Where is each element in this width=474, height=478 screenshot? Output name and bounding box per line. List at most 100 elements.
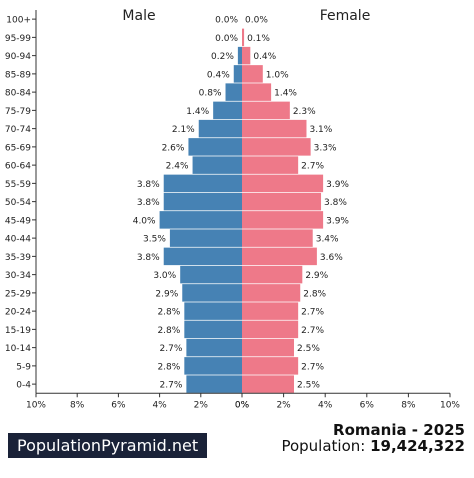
age-group-label: 75-79 — [5, 107, 31, 117]
female-value-label: 0.0% — [245, 16, 268, 26]
female-header: Female — [320, 8, 371, 24]
female-bar — [242, 156, 299, 174]
female-bar — [242, 284, 301, 302]
male-bar — [186, 375, 242, 393]
female-value-label: 3.4% — [316, 235, 339, 245]
male-bar — [159, 211, 242, 229]
female-bar — [242, 46, 251, 65]
male-value-label: 0.8% — [199, 89, 222, 99]
x-tick-label: 8% — [70, 400, 85, 410]
age-group-label: 5-9 — [16, 362, 31, 372]
female-bar — [242, 229, 313, 247]
male-value-label: 2.1% — [172, 125, 195, 135]
female-bar — [242, 28, 245, 47]
age-group-label: 20-24 — [5, 308, 31, 318]
male-value-label: 3.8% — [137, 198, 160, 208]
male-bar — [213, 101, 242, 120]
age-group-label: 35-39 — [5, 253, 31, 263]
female-bar — [242, 119, 307, 138]
male-value-label: 3.0% — [153, 271, 176, 281]
age-group-label: 40-44 — [5, 235, 31, 245]
female-value-label: 3.9% — [326, 180, 349, 190]
female-bar — [242, 265, 303, 284]
x-tick-label: 2% — [194, 400, 209, 410]
x-tick-label: 6% — [360, 400, 375, 410]
x-tick-label: 4% — [152, 400, 167, 410]
male-value-label: 2.9% — [155, 289, 178, 299]
age-group-label: 90-94 — [5, 52, 31, 62]
brand-logo[interactable]: PopulationPyramid.net — [8, 433, 208, 458]
male-bar — [186, 338, 242, 357]
age-group-label: 45-49 — [5, 216, 31, 226]
male-value-label: 2.7% — [160, 344, 183, 354]
male-bar — [233, 65, 242, 83]
age-group-label: 85-89 — [5, 70, 31, 80]
male-bar — [163, 192, 242, 211]
male-value-label: 2.8% — [157, 326, 180, 336]
male-value-label: 3.8% — [137, 253, 160, 263]
age-group-label: 65-69 — [5, 143, 31, 153]
age-group-label: 70-74 — [5, 125, 31, 135]
female-value-label: 2.5% — [297, 381, 320, 391]
female-bar — [242, 247, 317, 266]
x-tick-label: 6% — [111, 400, 126, 410]
male-value-label: 2.8% — [157, 362, 180, 372]
x-tick-label: 10% — [440, 400, 460, 410]
male-bar — [184, 320, 242, 339]
female-bar — [242, 338, 294, 357]
female-value-label: 3.1% — [309, 125, 332, 135]
male-bar — [225, 83, 242, 101]
male-bar — [182, 284, 242, 302]
male-value-label: 0.0% — [215, 34, 238, 44]
age-group-label: 30-34 — [5, 271, 31, 281]
female-value-label: 2.5% — [297, 344, 320, 354]
age-group-label: 100+ — [6, 16, 31, 26]
male-value-label: 2.7% — [160, 381, 183, 391]
age-group-label: 50-54 — [5, 198, 31, 208]
female-bar — [242, 65, 263, 83]
age-group-label: 95-99 — [5, 34, 31, 44]
male-bar — [188, 138, 242, 156]
male-bar — [163, 174, 242, 193]
x-tick-label: 4% — [318, 400, 333, 410]
female-value-label: 2.7% — [301, 362, 324, 372]
x-tick-label: 10% — [26, 400, 46, 410]
male-bar — [192, 156, 242, 174]
female-value-label: 2.3% — [293, 107, 316, 117]
female-bar — [242, 192, 322, 211]
population-value: 19,424,322 — [370, 437, 465, 455]
female-value-label: 3.3% — [314, 143, 337, 153]
age-group-label: 10-14 — [5, 344, 31, 354]
female-value-label: 1.0% — [266, 70, 289, 80]
female-value-label: 1.4% — [274, 89, 297, 99]
male-value-label: 4.0% — [133, 216, 156, 226]
country-year-title: Romania - 2025 — [333, 421, 465, 439]
male-header: Male — [122, 8, 155, 24]
female-bar — [242, 138, 311, 156]
male-value-label: 1.4% — [186, 107, 209, 117]
male-value-label: 3.5% — [143, 235, 166, 245]
male-value-label: 2.8% — [157, 308, 180, 318]
female-bar — [242, 320, 299, 339]
x-tick-label: 8% — [401, 400, 416, 410]
male-bar — [198, 119, 242, 138]
female-value-label: 2.7% — [301, 162, 324, 172]
male-value-label: 0.4% — [207, 70, 230, 80]
male-bar — [169, 229, 242, 247]
male-bar — [184, 357, 242, 375]
female-bar — [242, 375, 294, 393]
female-bar — [242, 302, 299, 320]
female-value-label: 2.9% — [305, 271, 328, 281]
population-pyramid-chart: Male Female 100+ 0.0% 0.0% 95-99 0.0% 0.1% 90-94… — [5, 8, 461, 410]
age-group-label: 15-19 — [5, 326, 31, 336]
male-value-label: 0.2% — [211, 52, 234, 62]
female-value-label: 3.6% — [320, 253, 343, 263]
female-bar — [242, 101, 290, 120]
age-group-label: 0-4 — [16, 381, 31, 391]
x-tick-label: 0% — [235, 400, 250, 410]
male-bar — [237, 46, 242, 65]
male-value-label: 3.8% — [137, 180, 160, 190]
female-value-label: 2.7% — [301, 308, 324, 318]
female-bar — [242, 211, 324, 229]
population-label: Population: — [281, 437, 371, 455]
